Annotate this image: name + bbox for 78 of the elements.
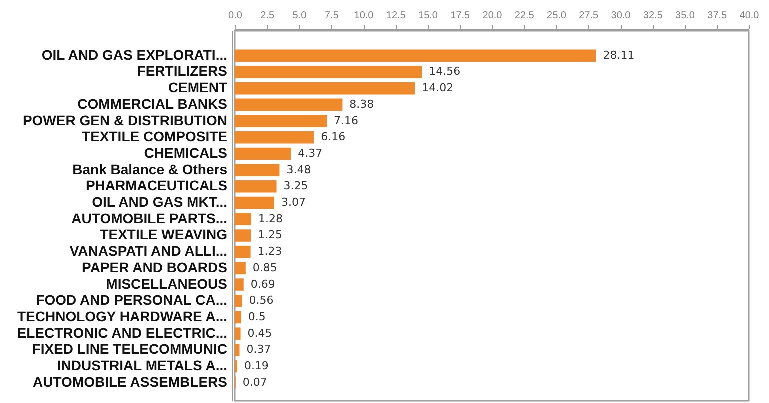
bar — [235, 262, 246, 275]
y-tick-label: MISCELLANEOUS — [106, 276, 228, 292]
data-label: 3.25 — [284, 180, 308, 193]
bar — [235, 115, 328, 128]
data-label: 0.37 — [246, 343, 272, 356]
bar — [235, 246, 251, 258]
data-label: 8.38 — [350, 98, 374, 111]
y-tick-label: CEMENT — [168, 80, 228, 96]
y-tick-label: OIL AND GAS EXPLORATI... — [42, 46, 228, 63]
x-tick-label: 2.5 — [260, 10, 276, 22]
y-tick-label: COMMERCIAL BANKS — [78, 96, 228, 112]
y-tick-label: AUTOMOBILE ASSEMBLERS — [33, 374, 228, 390]
bar — [235, 213, 252, 226]
x-tick-label: 10.0 — [354, 10, 374, 22]
x-tick-label: 32.5 — [643, 10, 664, 22]
y-tick-label: TEXTILE COMPOSITE — [82, 128, 228, 145]
x-tick-label: 15.0 — [418, 10, 438, 22]
x-tick-label: 17.5 — [450, 10, 471, 22]
bar — [235, 50, 596, 62]
data-label: 0.69 — [250, 278, 276, 291]
y-tick-label: ELECTRONIC AND ELECTRIC... — [17, 324, 228, 341]
data-label: 0.07 — [242, 376, 268, 389]
bar — [235, 196, 274, 210]
bar — [235, 180, 277, 193]
x-tick-label: 7.5 — [324, 10, 340, 22]
data-label: 0.85 — [252, 261, 278, 274]
bar — [235, 66, 422, 78]
x-tick-label: 5.0 — [292, 10, 308, 22]
data-label: 7.16 — [334, 114, 359, 128]
x-tick-label: 12.5 — [386, 10, 406, 22]
y-tick-label: PAPER AND BOARDS — [82, 259, 228, 276]
y-tick-label: TECHNOLOGY HARDWARE A... — [17, 308, 228, 324]
y-tick-label: POWER GEN & DISTRIBUTION — [22, 112, 228, 128]
bar — [235, 344, 240, 356]
x-tick-label: 22.5 — [514, 10, 535, 22]
data-label: 1.23 — [258, 245, 282, 258]
x-tick-label: 20.0 — [482, 10, 503, 22]
bar — [235, 328, 241, 340]
data-label: 1.25 — [258, 228, 283, 242]
bar — [235, 82, 416, 95]
data-label: 4.37 — [298, 146, 323, 160]
y-tick-label: FIXED LINE TELECOMMUNIC — [32, 341, 228, 358]
data-label: 0.56 — [249, 294, 274, 308]
y-tick-label: FERTILIZERS — [137, 63, 228, 80]
x-tick-label: 25.0 — [547, 10, 567, 22]
x-tick-label: 30.0 — [611, 10, 632, 22]
x-tick-label: 35.0 — [676, 10, 696, 22]
x-tick-label: 40.0 — [740, 10, 760, 22]
y-tick-label: AUTOMOBILE PARTS... — [72, 210, 228, 226]
data-label: 3.48 — [286, 163, 312, 176]
data-label: 3.07 — [281, 196, 306, 210]
x-tick-label: 0.0 — [228, 10, 243, 22]
y-tick-label: FOOD AND PERSONAL CA... — [36, 292, 228, 308]
y-tick-label: TEXTILE WEAVING — [100, 226, 228, 243]
bar — [235, 278, 244, 291]
data-label: 14.56 — [429, 65, 461, 78]
bar — [235, 295, 242, 308]
data-label: 28.11 — [603, 48, 635, 62]
bar — [235, 230, 252, 242]
data-label: 1.28 — [258, 212, 283, 226]
y-tick-label: Bank Balance & Others — [72, 161, 228, 178]
bar — [235, 164, 280, 176]
data-label: 0.19 — [244, 360, 269, 373]
data-label: 0.5 — [248, 310, 266, 324]
bar — [235, 98, 343, 112]
bar — [235, 132, 314, 144]
y-tick-label: INDUSTRIAL METALS A... — [57, 358, 228, 374]
y-tick-label: VANASPATI AND ALLI... — [70, 243, 228, 260]
x-tick-label: 37.5 — [708, 10, 728, 22]
x-tick-label: 27.5 — [579, 10, 600, 22]
data-label: 6.16 — [321, 130, 346, 144]
bar — [235, 311, 242, 324]
bar — [235, 148, 292, 160]
y-tick-label: CHEMICALS — [144, 144, 228, 161]
data-label: 14.02 — [422, 82, 454, 95]
y-tick-label: PHARMACEUTICALS — [86, 178, 228, 194]
data-label: 0.45 — [248, 326, 272, 340]
y-tick-label: OIL AND GAS MKT... — [92, 194, 228, 210]
